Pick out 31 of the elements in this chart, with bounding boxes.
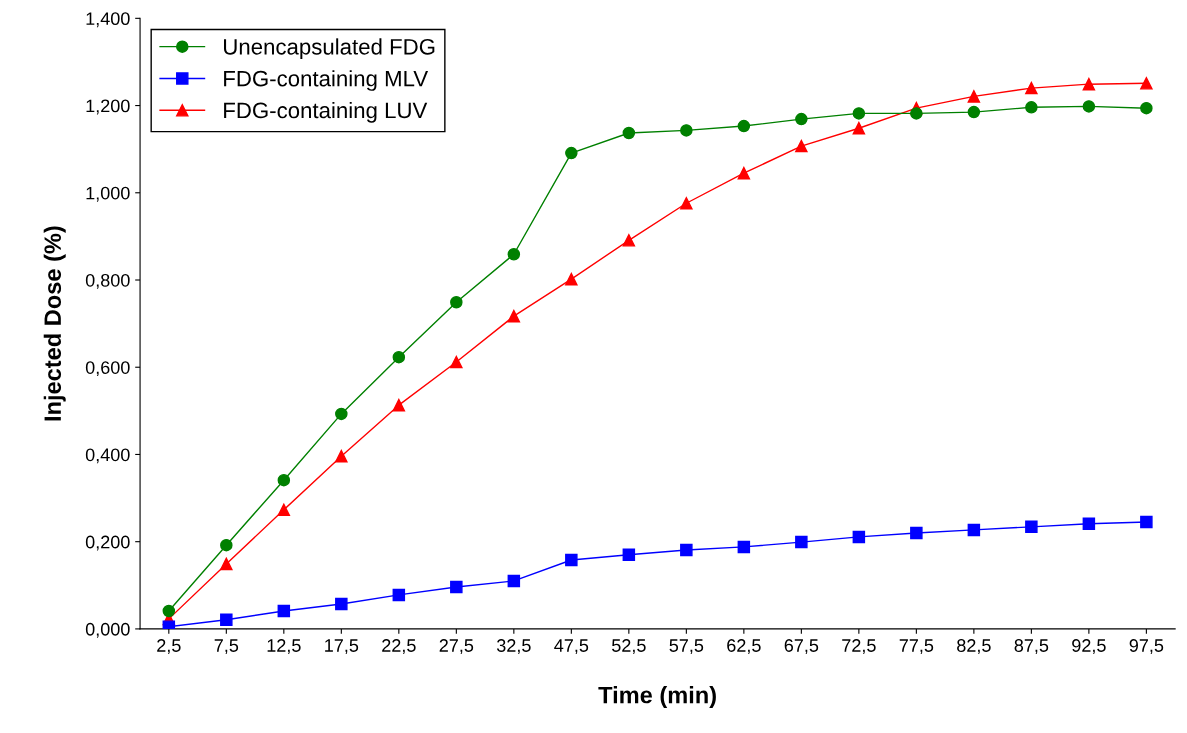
x-tick-label: 12,5 [267,639,301,655]
x-tick-label: 22,5 [382,639,416,655]
y-tick-label: 1,400 [86,12,130,28]
x-tick-label: 52,5 [612,639,646,655]
x-tick-label: 62,5 [727,639,761,655]
x-tick-label: 17,5 [325,639,359,655]
legend-label: FDG-containing MLV [224,70,429,91]
x-tick-label: 47,5 [554,639,589,655]
x-tick-label: 32,5 [496,639,531,655]
y-axis-title: Injected Dose (%) [43,226,66,421]
x-tick-label: 57,5 [669,639,704,655]
x-tick-label: 77,5 [899,639,934,655]
x-tick-label: 2,5 [157,639,181,655]
y-tick-label: 0,400 [85,448,130,464]
x-tick-label: 27,5 [439,639,474,655]
x-tick-label: 67,5 [784,639,819,655]
x-tick-label: 7,5 [214,639,239,655]
x-tick-label: 82,5 [957,639,991,655]
x-axis-title: Time (min) [598,686,716,709]
x-tick-label: 72,5 [842,639,876,655]
legend-label: Unencapsulated FDG [224,38,435,60]
y-tick-label: 0,600 [85,361,130,377]
x-tick-label: 97,5 [1129,639,1164,655]
y-tick-label: 0,200 [85,535,130,551]
x-tick-label: 87,5 [1014,639,1049,655]
y-tick-label: 1,200 [86,99,130,115]
legend-label: FDG-containing LUV [224,101,428,123]
y-tick-label: 0,000 [85,622,130,638]
y-tick-label: 1,000 [86,186,130,202]
y-tick-label: 0,800 [85,273,130,289]
x-tick-label: 92,5 [1072,639,1106,655]
